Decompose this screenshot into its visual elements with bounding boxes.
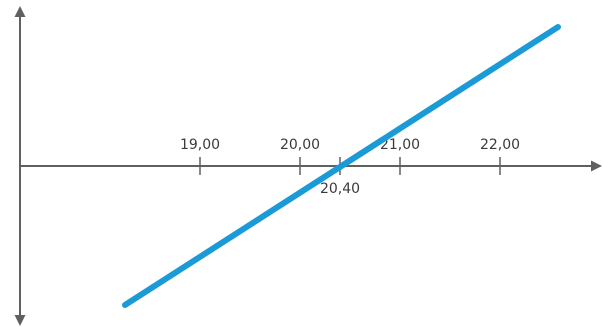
x-tick-label: 20,00 — [280, 137, 320, 153]
x-tick-label: 22,00 — [480, 137, 520, 153]
x-tick-labels: 19,00 20,00 20,40 21,00 22,00 — [180, 137, 520, 197]
y-axis-arrow-bottom — [14, 315, 26, 326]
axes — [14, 6, 602, 326]
x-tick-label: 21,00 — [380, 137, 420, 153]
x-ticks — [199, 157, 501, 175]
y-axis-arrow-top — [14, 6, 26, 17]
x-tick-label: 20,40 — [320, 181, 360, 197]
x-axis-arrow-right — [591, 160, 602, 172]
x-tick-label: 19,00 — [180, 137, 220, 153]
series-line — [122, 24, 561, 308]
series-layer — [122, 24, 561, 308]
